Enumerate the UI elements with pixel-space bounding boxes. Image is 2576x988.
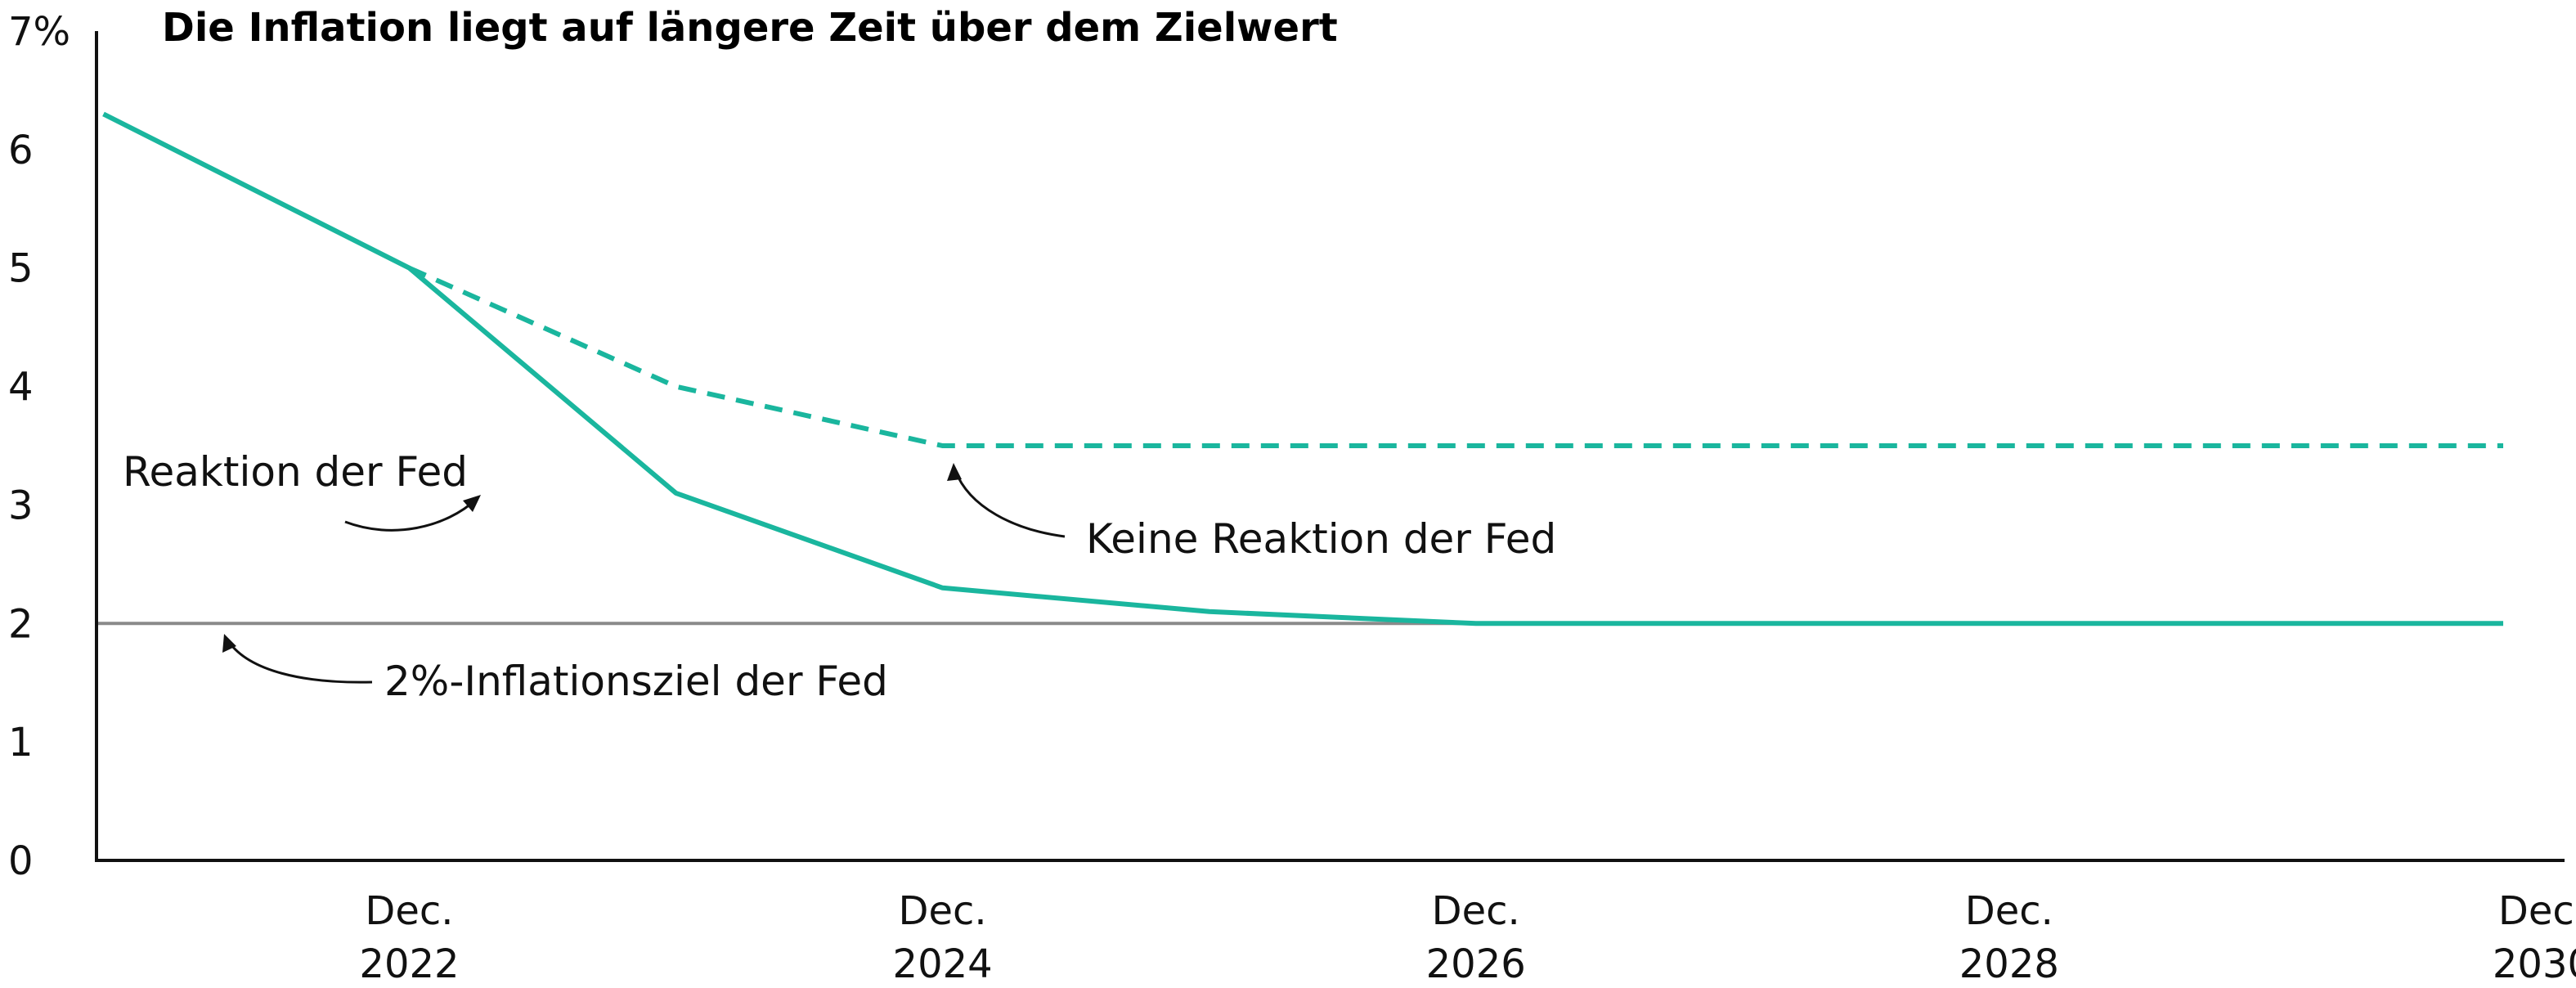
x-tick-label: Dec.: [899, 888, 987, 934]
y-tick-label: 0: [8, 838, 34, 884]
y-tick-label: 3: [8, 483, 34, 528]
x-tick-label: Dec.: [1432, 888, 1520, 934]
arrowhead-no-fed-reaction: [947, 463, 962, 481]
x-tick-label: 2028: [1959, 941, 2059, 987]
y-tick-label: 1: [8, 720, 34, 766]
x-tick-label: 2024: [893, 941, 993, 987]
y-tick-label: 6: [8, 128, 34, 173]
x-tick-label: Dec.: [2498, 888, 2576, 934]
arrowhead-fed-reaction: [463, 495, 481, 512]
y-tick-label: 2: [8, 601, 34, 647]
x-tick-label: 2022: [359, 941, 459, 987]
x-tick-label: 2030: [2493, 941, 2576, 987]
y-axis-ticks: 0 1 2 3 4 5 6 7%: [8, 9, 70, 884]
label-fed-reaction: Reaktion der Fed: [123, 448, 468, 496]
x-tick-label: Dec.: [1965, 888, 2053, 934]
arrow-inflation-target: [227, 641, 373, 684]
chart-title: Die Inflation liegt auf längere Zeit übe…: [162, 5, 1338, 51]
y-tick-label: 5: [8, 246, 34, 292]
y-tick-label: 4: [8, 365, 34, 411]
x-tick-label: 2026: [1426, 941, 1526, 987]
arrowhead-inflation-target: [222, 634, 236, 653]
x-axis-ticks: Dec. 2022 Dec. 2024 Dec. 2026 Dec. 2028 Dec. 2030: [359, 888, 2576, 987]
label-inflation-target: 2%-Inflationsziel der Fed: [384, 658, 888, 705]
arrow-no-fed-reaction: [954, 469, 1066, 538]
x-tick-label: Dec.: [365, 888, 453, 934]
label-no-fed-reaction: Keine Reaktion der Fed: [1086, 515, 1556, 563]
series-line-no-fed-reaction: [408, 265, 2503, 448]
y-tick-label: 7%: [8, 9, 70, 55]
arrow-fed-reaction: [344, 497, 478, 532]
